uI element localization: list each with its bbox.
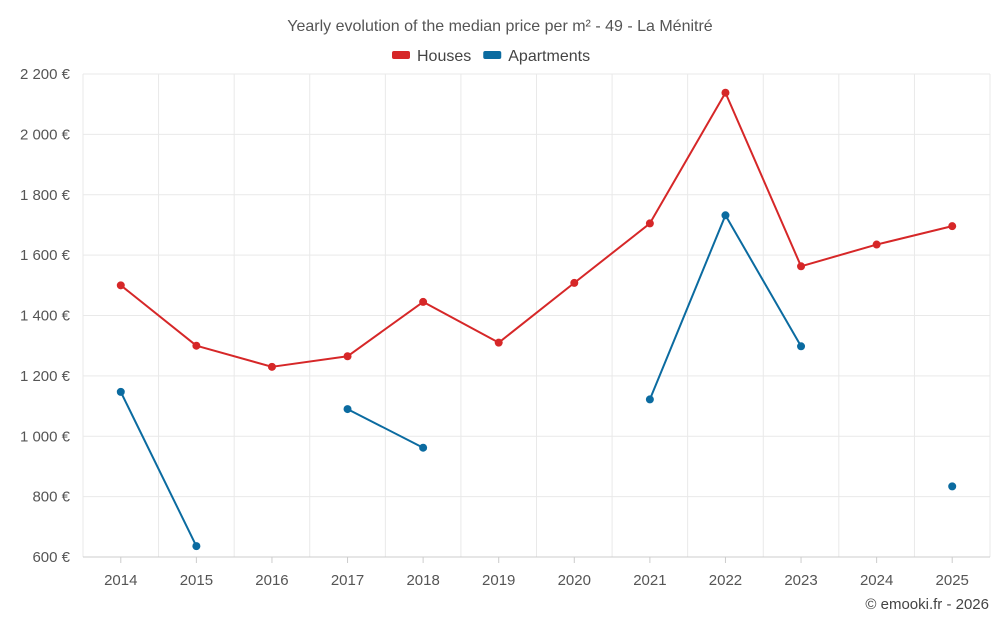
apartments-point-2025[interactable] bbox=[948, 482, 957, 491]
x-tick-label: 2021 bbox=[633, 572, 666, 589]
houses-line-segment bbox=[195, 344, 273, 368]
apartments-point-2018[interactable] bbox=[419, 443, 428, 452]
houses-point-2019[interactable] bbox=[494, 338, 503, 347]
x-tick-label: 2016 bbox=[255, 572, 288, 589]
houses-point-2018[interactable] bbox=[419, 297, 428, 306]
apartments-point-2017[interactable] bbox=[343, 405, 352, 414]
x-tick-label: 2024 bbox=[860, 572, 893, 589]
houses-line-segment bbox=[422, 300, 500, 344]
chart-title: Yearly evolution of the median price per… bbox=[287, 18, 713, 35]
y-tick-label: 800 € bbox=[32, 489, 70, 506]
x-tick-label: 2025 bbox=[936, 572, 969, 589]
houses-line-segment bbox=[724, 91, 803, 268]
x-axis: 2014 2015 2016 2017 2018 2019 2020 2021 2022 2023… bbox=[104, 557, 969, 589]
houses-line-segment bbox=[270, 355, 349, 368]
series-houses bbox=[116, 88, 957, 371]
houses-point-2023[interactable] bbox=[797, 262, 806, 271]
x-tick-label: 2014 bbox=[104, 572, 137, 589]
apartments-line-segment bbox=[648, 214, 727, 401]
y-tick-label: 1 800 € bbox=[20, 187, 71, 204]
y-tick-label: 1 600 € bbox=[20, 247, 71, 264]
houses-point-2021[interactable] bbox=[645, 219, 654, 228]
y-tick-label: 2 000 € bbox=[20, 126, 71, 143]
houses-point-2020[interactable] bbox=[570, 278, 579, 287]
houses-line-segment bbox=[346, 300, 425, 358]
x-tick-label: 2020 bbox=[558, 572, 591, 589]
apartments-point-2021[interactable] bbox=[645, 395, 654, 404]
apartments-line-segment bbox=[346, 408, 425, 449]
houses-line-segment bbox=[497, 281, 576, 344]
houses-point-2014[interactable] bbox=[116, 281, 125, 290]
houses-point-2024[interactable] bbox=[872, 240, 881, 249]
series-layer bbox=[116, 88, 957, 551]
y-tick-label: 1 200 € bbox=[20, 368, 71, 385]
y-tick-label: 600 € bbox=[32, 549, 70, 566]
series-apartments bbox=[116, 211, 957, 551]
houses-line-segment bbox=[573, 222, 651, 284]
y-axis: 600 € 800 € 1 000 € 1 200 € 1 400 € 1 600 € 1 … bbox=[20, 66, 71, 566]
apartments-point-2015[interactable] bbox=[192, 542, 201, 551]
legend: Houses Apartments bbox=[392, 48, 590, 65]
x-tick-label: 2018 bbox=[406, 572, 439, 589]
legend-label-houses[interactable]: Houses bbox=[417, 48, 471, 65]
legend-swatch-apartments[interactable] bbox=[483, 51, 502, 59]
houses-line-segment bbox=[648, 91, 727, 225]
x-tick-label: 2015 bbox=[180, 572, 213, 589]
apartments-line-segment bbox=[724, 214, 803, 348]
x-tick-label: 2019 bbox=[482, 572, 515, 589]
houses-point-2015[interactable] bbox=[192, 341, 201, 350]
y-tick-label: 1 400 € bbox=[20, 308, 71, 325]
houses-point-2016[interactable] bbox=[267, 362, 276, 371]
grid bbox=[82, 73, 991, 558]
houses-point-2025[interactable] bbox=[948, 222, 957, 231]
houses-line-segment bbox=[800, 243, 878, 268]
houses-point-2022[interactable] bbox=[721, 88, 730, 97]
x-tick-label: 2022 bbox=[709, 572, 742, 589]
x-tick-label: 2023 bbox=[784, 572, 817, 589]
houses-line-segment bbox=[875, 225, 954, 246]
footer-credit: © emooki.fr - 2026 bbox=[865, 596, 989, 613]
apartments-point-2023[interactable] bbox=[797, 342, 806, 351]
legend-label-apartments[interactable]: Apartments bbox=[508, 48, 590, 65]
apartments-line-segment bbox=[119, 390, 198, 548]
apartments-point-2014[interactable] bbox=[116, 387, 125, 396]
legend-swatch-houses[interactable] bbox=[392, 51, 410, 59]
houses-line-segment bbox=[119, 284, 198, 347]
y-tick-label: 2 200 € bbox=[20, 66, 71, 83]
y-tick-label: 1 000 € bbox=[20, 428, 71, 445]
houses-point-2017[interactable] bbox=[343, 352, 352, 361]
x-tick-label: 2017 bbox=[331, 572, 364, 589]
apartments-point-2022[interactable] bbox=[721, 211, 730, 220]
